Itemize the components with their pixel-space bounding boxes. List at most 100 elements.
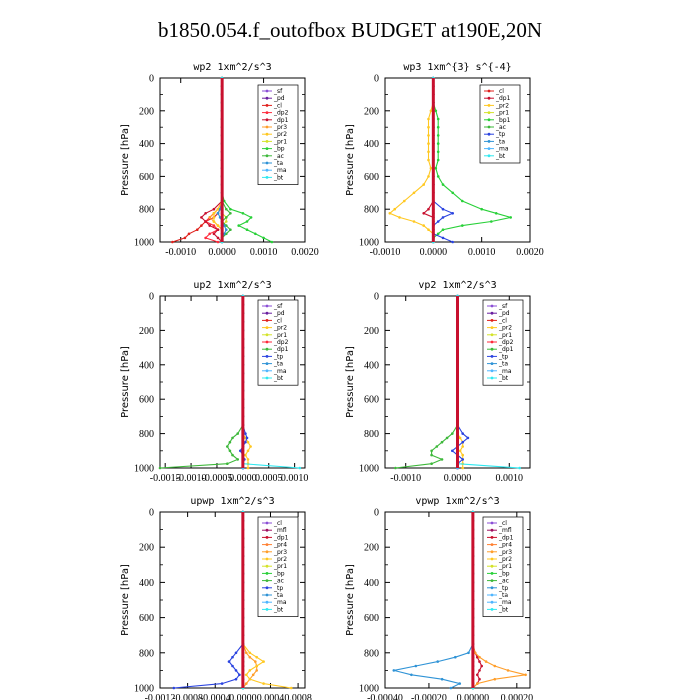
- series-point: [239, 449, 242, 453]
- series-dp1: [158, 294, 245, 470]
- series-point: [410, 673, 413, 677]
- series-point: [216, 224, 220, 227]
- series-point: [231, 436, 234, 440]
- legend-label: _ta: [498, 361, 508, 368]
- legend-label: _cl: [273, 102, 282, 109]
- x-tick-label: 0.0020: [516, 247, 544, 258]
- legend-marker: [490, 579, 494, 582]
- series-point: [244, 453, 247, 457]
- series-point: [216, 228, 220, 231]
- legend-label: _ac: [495, 124, 506, 131]
- y-tick-label: 600: [364, 172, 379, 183]
- y-tick-label: 400: [139, 578, 154, 589]
- legend-marker: [265, 557, 269, 561]
- legend-label: _bp: [273, 146, 285, 153]
- series-point: [171, 240, 174, 244]
- legend-marker: [487, 147, 491, 151]
- series-point: [422, 183, 426, 186]
- series-point: [461, 440, 465, 444]
- series-point: [289, 686, 293, 690]
- legend-marker: [490, 521, 494, 525]
- legend-label: _dp2: [498, 339, 514, 346]
- series-point: [225, 228, 228, 231]
- x-tick-label: -0.0010: [176, 473, 207, 484]
- legend-marker: [265, 536, 269, 539]
- legend-marker: [487, 111, 491, 114]
- y-tick-label: 1000: [134, 464, 154, 475]
- legend-box: [257, 84, 299, 185]
- series-point: [461, 432, 465, 435]
- legend-marker: [487, 140, 491, 143]
- legend-label: _bp: [498, 570, 510, 577]
- y-tick-label: 600: [139, 172, 154, 183]
- series-point: [225, 224, 228, 227]
- legend-marker: [265, 111, 269, 114]
- series-point: [461, 224, 464, 227]
- x-tick-label: -0.0004: [200, 693, 231, 700]
- series-point: [200, 224, 203, 227]
- series-point: [427, 125, 430, 129]
- x-tick-label: -0.0010: [370, 247, 401, 258]
- series-point: [212, 232, 216, 236]
- series-point: [244, 440, 247, 444]
- series-point: [436, 142, 440, 145]
- y-tick-label: 200: [139, 326, 154, 337]
- series-point: [245, 436, 249, 440]
- legend-label: _cl: [498, 520, 507, 527]
- legend-marker: [487, 132, 491, 136]
- series-point: [451, 191, 455, 195]
- series-point: [248, 677, 252, 681]
- y-tick-label: 800: [364, 205, 379, 216]
- series-point: [436, 150, 440, 154]
- series-point: [212, 207, 216, 211]
- series-point: [196, 228, 199, 231]
- y-tick-label: 0: [374, 508, 379, 519]
- legend-label: _dp1: [498, 346, 514, 353]
- legend-marker: [265, 304, 269, 308]
- x-tick-label: 0.0020: [291, 247, 319, 258]
- legend-marker: [487, 154, 491, 158]
- legend-marker: [265, 147, 269, 151]
- legend-label: _ta: [273, 592, 283, 599]
- series-point: [212, 220, 216, 223]
- series-point: [262, 660, 265, 663]
- series-point: [216, 236, 220, 240]
- legend-marker: [490, 557, 494, 561]
- series-point: [236, 432, 239, 435]
- series-point: [436, 134, 440, 137]
- y-axis-label: Pressure [hPa]: [345, 564, 356, 636]
- legend-marker: [490, 311, 494, 315]
- y-tick-label: 200: [364, 106, 379, 117]
- series-point: [216, 207, 220, 211]
- series-point: [412, 191, 416, 195]
- legend-label: _ac: [273, 153, 284, 160]
- series-point: [429, 109, 433, 113]
- y-tick-label: 200: [139, 543, 154, 554]
- legend: _sf_pd_cl_dp2_dp1_pr3_pr2_pr1_bp_ac_ta_m…: [257, 84, 299, 185]
- legend-marker: [490, 304, 494, 308]
- legend-label: _pr1: [273, 563, 287, 570]
- legend: _cl_dp1_pr2_pr1_bp1_ac_tp_ta_ma_bt: [479, 84, 521, 164]
- legend-marker: [490, 608, 494, 611]
- y-tick-label: 0: [149, 74, 154, 85]
- legend-marker: [265, 125, 269, 129]
- x-tick-label: -0.0015: [150, 473, 181, 484]
- legend-label: _pr2: [273, 556, 287, 563]
- series-point: [436, 220, 440, 223]
- series-point: [430, 449, 433, 453]
- x-tick-label: 0.0000: [444, 473, 472, 484]
- series-point: [229, 228, 232, 231]
- legend-marker: [265, 600, 269, 604]
- series-point: [458, 449, 462, 453]
- legend-label: _sf: [273, 303, 283, 310]
- x-tick-label: 0.0005: [255, 473, 283, 484]
- legend-marker: [490, 543, 494, 546]
- legend-label: _cl: [498, 317, 507, 324]
- series-point: [388, 212, 392, 215]
- legend-marker: [265, 176, 269, 179]
- series-point: [229, 212, 232, 215]
- legend-label: _mfl: [498, 527, 512, 534]
- series-point: [473, 651, 477, 655]
- series-point: [478, 677, 481, 681]
- legend-label: _pr2: [273, 131, 287, 138]
